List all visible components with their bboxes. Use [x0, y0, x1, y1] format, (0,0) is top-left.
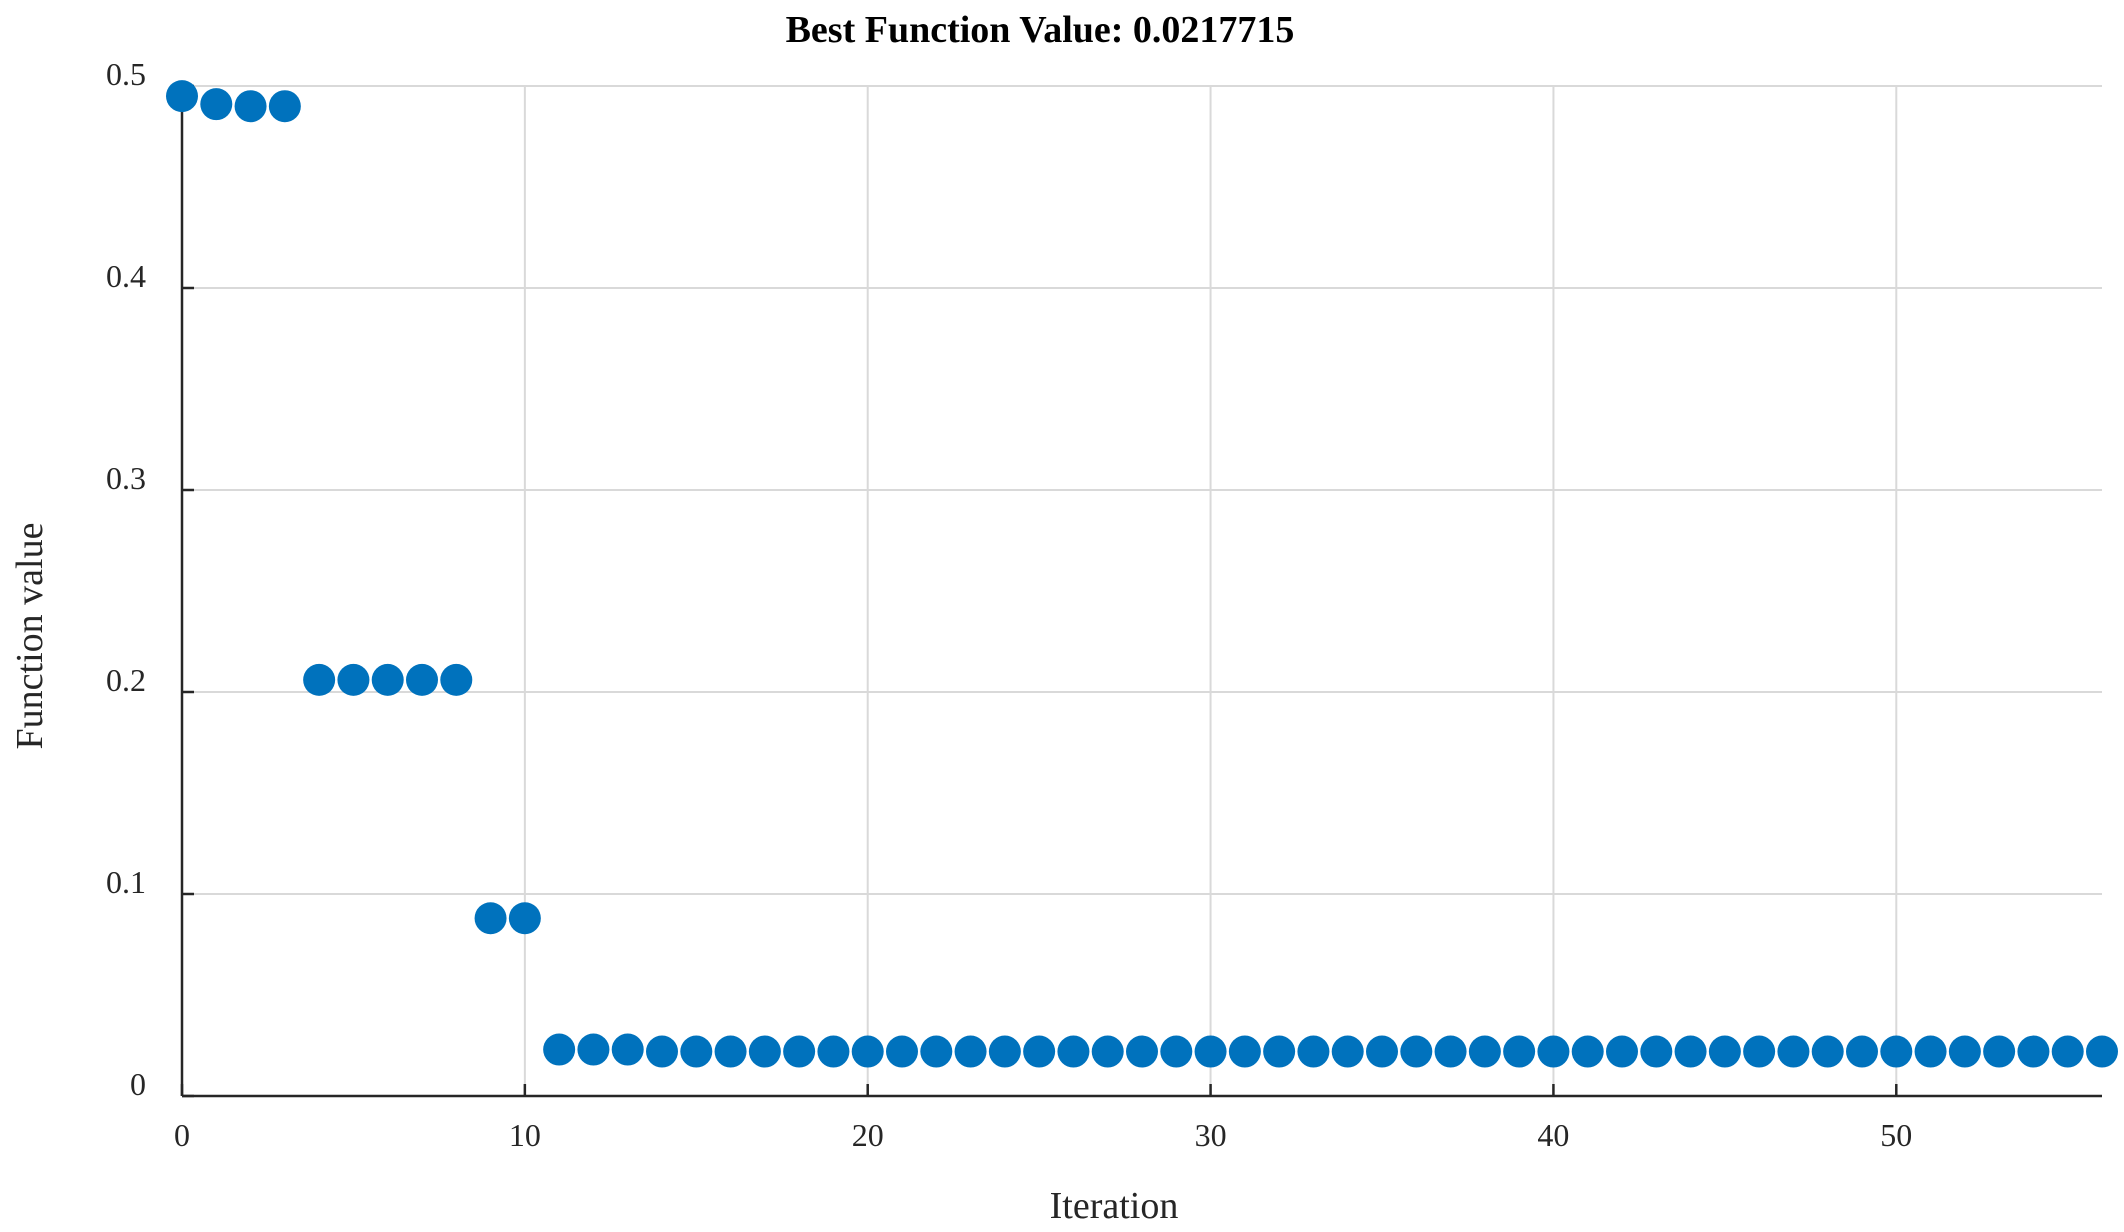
data-point	[1434, 1035, 1467, 1068]
data-point	[543, 1033, 576, 1066]
data-point	[1743, 1035, 1776, 1068]
data-point	[1880, 1035, 1913, 1068]
x-tick-label: 50	[1880, 1117, 1912, 1153]
data-point	[920, 1035, 953, 1068]
data-point	[371, 663, 404, 696]
data-point	[1194, 1035, 1227, 1068]
x-tick-label: 0	[174, 1117, 190, 1153]
data-point	[1571, 1035, 1604, 1068]
data-point	[680, 1035, 713, 1068]
data-point	[714, 1035, 747, 1068]
ticks-layer: 0 10 20 30 40 50 0 0.1 0.2 0.3 0.4 0.5	[106, 56, 1912, 1153]
data-point	[748, 1035, 781, 1068]
data-point	[954, 1035, 987, 1068]
data-point	[1091, 1035, 1124, 1068]
data-point	[1777, 1035, 1810, 1068]
data-point	[1640, 1035, 1673, 1068]
grid-layer	[182, 85, 2102, 1096]
data-point	[1948, 1035, 1981, 1068]
data-point	[1811, 1035, 1844, 1068]
x-tick-label: 20	[852, 1117, 884, 1153]
data-point	[2017, 1035, 2050, 1068]
data-point	[1914, 1035, 1947, 1068]
y-tick-label: 0	[130, 1066, 146, 1102]
data-point	[1297, 1035, 1330, 1068]
data-point	[1126, 1035, 1158, 1068]
data-point	[440, 663, 473, 696]
data-points	[166, 80, 2118, 1068]
data-point	[406, 663, 438, 696]
data-point	[234, 90, 267, 123]
data-point	[1537, 1035, 1570, 1068]
data-point	[1400, 1035, 1433, 1068]
data-point	[337, 663, 370, 696]
data-point	[200, 88, 233, 121]
data-point	[1708, 1035, 1741, 1068]
data-point	[646, 1035, 678, 1068]
data-point	[577, 1033, 610, 1066]
chart-title: Best Function Value: 0.0217715	[786, 9, 1295, 51]
data-point	[508, 902, 541, 935]
data-point	[1160, 1035, 1193, 1068]
data-point	[886, 1035, 918, 1068]
data-point	[1263, 1035, 1296, 1068]
x-tick-label: 10	[509, 1117, 541, 1153]
data-point	[988, 1035, 1021, 1068]
y-tick-label: 0.4	[106, 258, 146, 294]
x-tick-label: 40	[1537, 1117, 1569, 1153]
data-point	[1468, 1035, 1501, 1068]
data-point	[2051, 1035, 2084, 1068]
data-point	[817, 1035, 850, 1068]
data-point	[1057, 1035, 1090, 1068]
data-point	[1023, 1035, 1056, 1068]
data-point	[1228, 1035, 1261, 1068]
x-tick-label: 30	[1195, 1117, 1227, 1153]
data-point	[166, 80, 198, 113]
y-tick-label: 0.3	[106, 460, 146, 496]
data-point	[611, 1033, 644, 1066]
x-axis-label: Iteration	[1050, 1185, 1179, 1227]
data-point	[1503, 1035, 1536, 1068]
data-point	[474, 902, 507, 935]
data-point	[851, 1035, 884, 1068]
data-point	[1331, 1035, 1364, 1068]
data-point	[1983, 1035, 2016, 1068]
data-point	[1674, 1035, 1707, 1068]
data-point	[303, 663, 336, 696]
y-tick-label: 0.2	[106, 662, 146, 698]
y-tick-label: 0.5	[106, 56, 146, 92]
y-axis-label: Function value	[9, 523, 51, 750]
data-point	[2086, 1035, 2118, 1068]
data-point	[783, 1035, 816, 1068]
axes-layer	[180, 86, 2102, 1098]
data-point	[1366, 1035, 1398, 1068]
data-point	[1606, 1035, 1638, 1068]
data-point	[1846, 1035, 1878, 1068]
data-point	[268, 90, 301, 123]
y-tick-label: 0.1	[106, 864, 146, 900]
